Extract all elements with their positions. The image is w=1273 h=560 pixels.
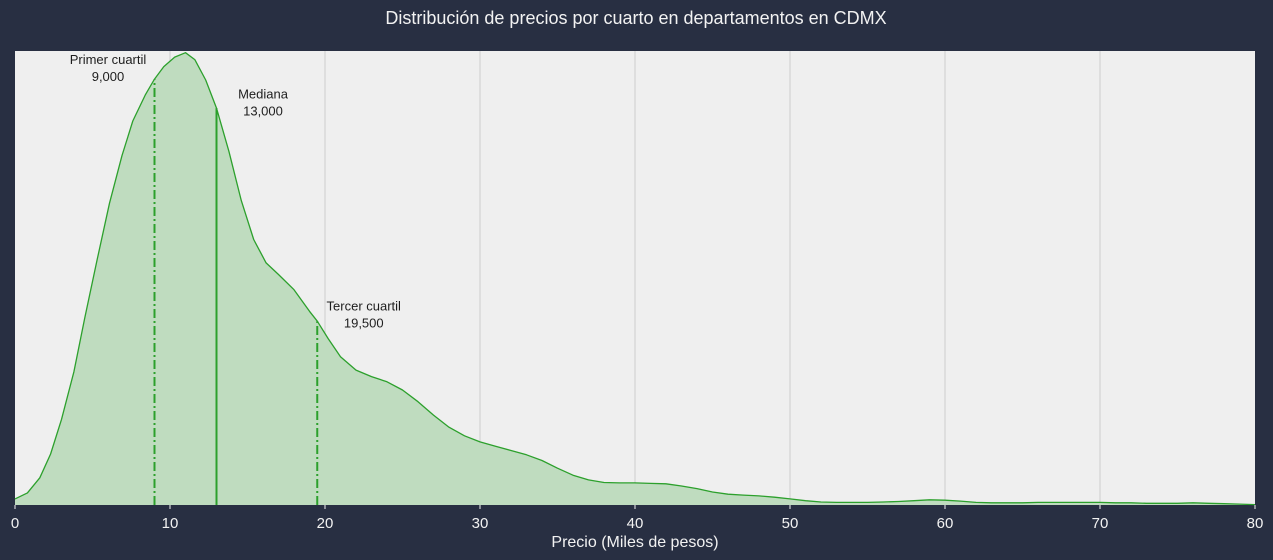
x-axis-ticks: 0 10 20 30 40 50 60 70 80	[11, 505, 1264, 532]
tick-label-80: 80	[1247, 515, 1264, 532]
chart-title: Distribución de precios por cuarto en de…	[385, 8, 886, 28]
density-series	[14, 52, 1256, 506]
tick-label-0: 0	[11, 515, 19, 532]
tick-label-20: 20	[317, 515, 334, 532]
tick-label-70: 70	[1092, 515, 1109, 532]
x-axis-label: Precio (Miles de pesos)	[551, 534, 718, 551]
quartile-value-1: 9,000	[92, 69, 125, 84]
tick-label-30: 30	[472, 515, 489, 532]
tick-label-10: 10	[162, 515, 179, 532]
quartile-label-2: Mediana	[238, 87, 289, 102]
density-fill	[15, 52, 1255, 505]
quartile-annotations: Primer cuartil 9,000 Mediana 13,000 Tercer c…	[70, 52, 401, 505]
density-line	[14, 52, 1256, 506]
quartile-value-3: 19,500	[344, 315, 384, 330]
quartile-label-3: Tercer cuartil	[327, 298, 402, 313]
tick-label-40: 40	[627, 515, 644, 532]
quartile-value-2: 13,000	[243, 104, 283, 119]
tick-label-50: 50	[782, 515, 799, 532]
tick-label-60: 60	[937, 515, 954, 532]
quartile-label-1: Primer cuartil	[70, 52, 147, 67]
